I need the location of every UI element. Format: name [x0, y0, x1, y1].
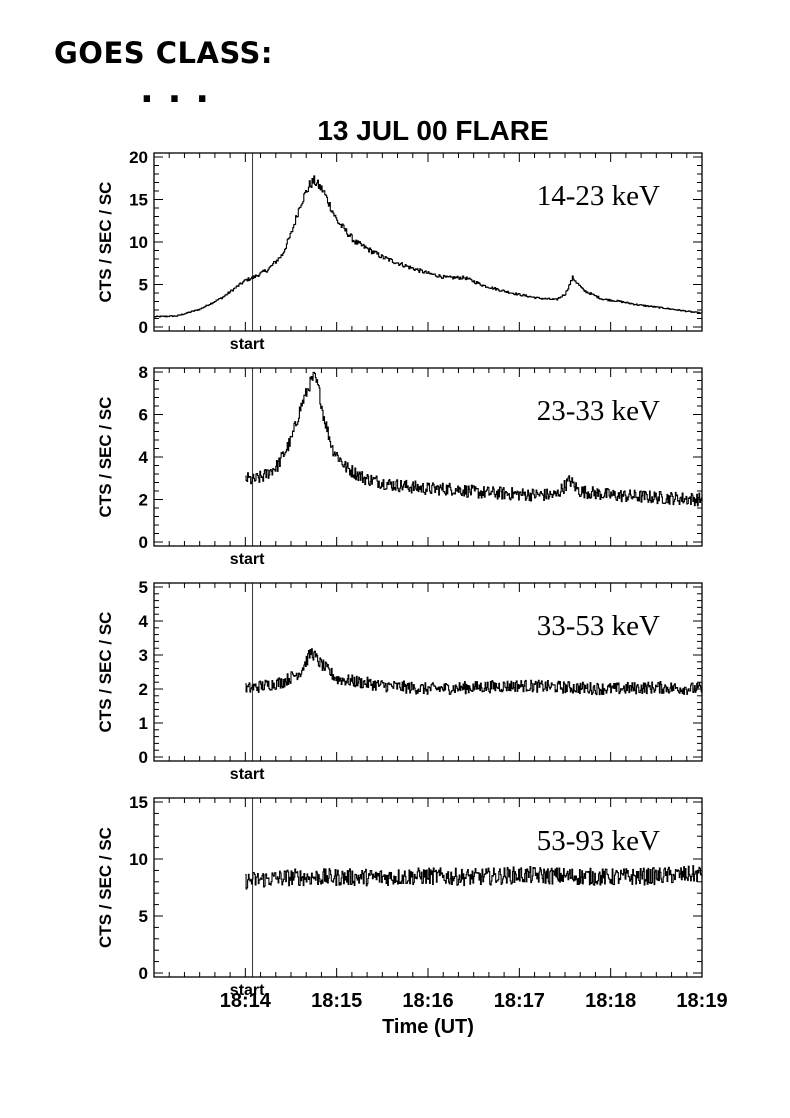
y-tick-label: 8 — [139, 363, 148, 382]
goes-class-label: GOES CLASS: — [54, 36, 274, 70]
energy-band-label: 33-53 keV — [537, 610, 660, 642]
y-tick-label: 5 — [139, 578, 148, 597]
y-tick-label: 10 — [129, 233, 148, 252]
panel-3: 0 1 2 3 4 5 CTS / SEC / SC start 33-53 keV — [96, 578, 703, 783]
x-axis-label: Time (UT) — [382, 1016, 474, 1038]
y-tick-label: 10 — [129, 850, 148, 869]
panel-4: 0 5 10 15 CTS / SEC / SC start 53-93 keV — [96, 793, 703, 999]
x-tick-label: 18:16 — [402, 990, 453, 1012]
x-tick-label: 18:19 — [676, 990, 727, 1012]
y-tick-label: 1 — [139, 714, 148, 733]
energy-band-label: 53-93 keV — [537, 825, 660, 857]
y-axis-label: CTS / SEC / SC — [96, 827, 115, 948]
x-tick-label: 18:18 — [585, 990, 636, 1012]
y-tick-label: 15 — [129, 793, 148, 812]
start-marker-label: start — [230, 551, 265, 568]
y-tick-label: 0 — [139, 748, 148, 767]
series-line-33-53keV — [245, 648, 703, 696]
y-tick-label: 5 — [139, 907, 148, 926]
start-marker-label: start — [230, 766, 265, 783]
energy-band-label: 14-23 keV — [537, 180, 660, 212]
y-axis-label: CTS / SEC / SC — [96, 182, 115, 303]
y-tick-label: 0 — [139, 318, 148, 337]
y-tick-label: 2 — [139, 680, 148, 699]
series-line-23-33keV — [245, 371, 703, 507]
panel-1: 0 5 10 15 20 CTS / SEC / SC start 14-23 keV — [96, 148, 703, 353]
y-tick-label: 15 — [129, 191, 148, 210]
y-tick-label: 0 — [139, 964, 148, 983]
goes-class-value: ... — [140, 70, 224, 111]
series-line-14-23keV — [154, 175, 702, 318]
y-tick-label: 3 — [139, 646, 148, 665]
y-axis-label: CTS / SEC / SC — [96, 612, 115, 733]
series-line-53-93keV — [245, 865, 703, 890]
x-tick-label: 18:17 — [494, 990, 545, 1012]
y-axis-label: CTS / SEC / SC — [96, 397, 115, 518]
panel-2: 0 2 4 6 8 CTS / SEC / SC start 23-33 keV — [96, 363, 703, 568]
energy-band-label: 23-33 keV — [537, 395, 660, 427]
y-tick-label: 4 — [139, 612, 149, 631]
x-tick-label: 18:15 — [311, 990, 362, 1012]
chart-title: 13 JUL 00 FLARE — [317, 115, 548, 146]
y-tick-label: 5 — [139, 276, 148, 295]
start-marker-label: start — [230, 336, 265, 353]
y-tick-label: 2 — [139, 491, 148, 510]
y-tick-label: 20 — [129, 148, 148, 167]
y-tick-label: 4 — [139, 448, 149, 467]
x-tick-label: 18:14 — [220, 990, 272, 1012]
y-tick-label: 0 — [139, 533, 148, 552]
y-tick-label: 6 — [139, 406, 148, 425]
start-marker-label: start — [230, 982, 265, 999]
